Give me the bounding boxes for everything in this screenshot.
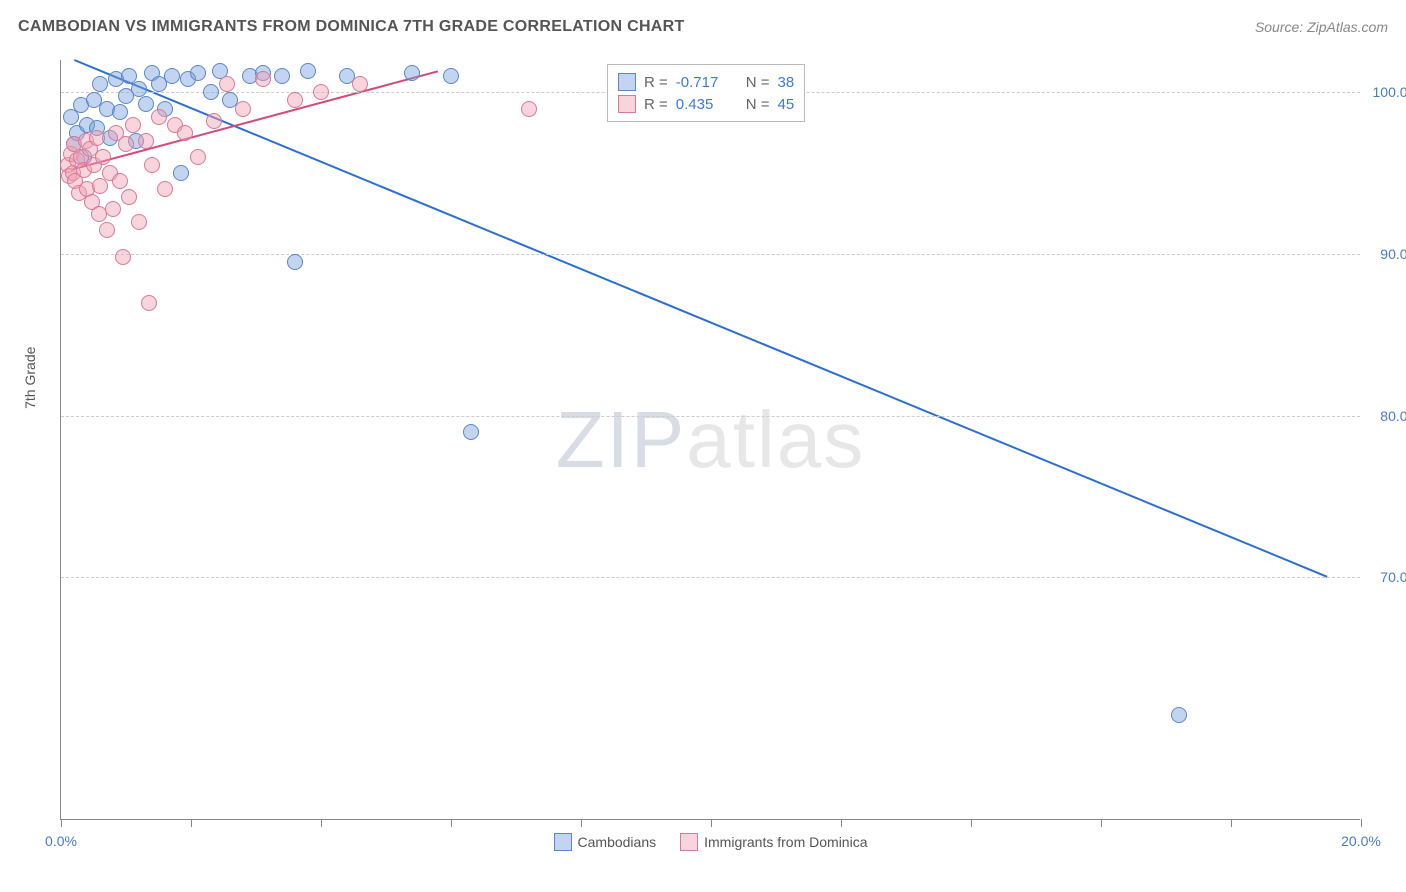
legend-n-label: N = <box>746 74 770 91</box>
legend-r-label: R = <box>644 96 668 113</box>
data-point <box>157 181 173 197</box>
legend-n-value: 38 <box>778 74 795 91</box>
legend-n-value: 45 <box>778 96 795 113</box>
x-tick <box>1101 819 1102 827</box>
legend-row: R = 0.435 N = 45 <box>618 93 794 115</box>
data-point <box>203 84 219 100</box>
x-tick-label: 0.0% <box>45 833 77 849</box>
data-point <box>89 130 105 146</box>
data-point <box>92 76 108 92</box>
y-tick-label: 80.0% <box>1364 408 1406 424</box>
data-point <box>206 113 222 129</box>
trend-lines <box>61 60 1360 819</box>
legend-item: Immigrants from Dominica <box>680 833 867 851</box>
data-point <box>352 76 368 92</box>
correlation-legend: R = -0.717 N = 38 R = 0.435 N = 45 <box>607 64 805 122</box>
y-tick-label: 70.0% <box>1364 569 1406 585</box>
gridline <box>61 577 1360 578</box>
x-tick <box>711 819 712 827</box>
legend-label: Immigrants from Dominica <box>704 834 867 850</box>
data-point <box>463 424 479 440</box>
legend-row: R = -0.717 N = 38 <box>618 71 794 93</box>
data-point <box>121 189 137 205</box>
data-point <box>115 249 131 265</box>
gridline <box>61 254 1360 255</box>
data-point <box>112 173 128 189</box>
data-point <box>443 68 459 84</box>
legend-r-label: R = <box>644 74 668 91</box>
data-point <box>1171 707 1187 723</box>
data-point <box>99 222 115 238</box>
y-tick-label: 90.0% <box>1364 246 1406 262</box>
data-point <box>125 117 141 133</box>
data-point <box>521 101 537 117</box>
data-point <box>95 149 111 165</box>
legend-swatch <box>554 833 572 851</box>
gridline <box>61 416 1360 417</box>
x-tick <box>451 819 452 827</box>
data-point <box>274 68 290 84</box>
data-point <box>255 71 271 87</box>
data-point <box>404 65 420 81</box>
data-point <box>313 84 329 100</box>
data-point <box>287 92 303 108</box>
chart-title: CAMBODIAN VS IMMIGRANTS FROM DOMINICA 7T… <box>18 18 685 36</box>
legend-r-value: -0.717 <box>676 74 730 91</box>
data-point <box>173 165 189 181</box>
data-point <box>164 68 180 84</box>
data-point <box>118 136 134 152</box>
trend-line <box>74 60 1327 577</box>
x-tick <box>61 819 62 827</box>
data-point <box>151 109 167 125</box>
legend-item: Cambodians <box>554 833 657 851</box>
x-tick <box>841 819 842 827</box>
series-legend: Cambodians Immigrants from Dominica <box>554 833 868 851</box>
data-point <box>105 201 121 217</box>
data-point <box>141 295 157 311</box>
data-point <box>138 133 154 149</box>
data-point <box>190 149 206 165</box>
data-point <box>300 63 316 79</box>
legend-n-label: N = <box>746 96 770 113</box>
chart-source: Source: ZipAtlas.com <box>1255 19 1388 35</box>
legend-swatch <box>680 833 698 851</box>
legend-swatch <box>618 95 636 113</box>
data-point <box>144 157 160 173</box>
data-point <box>219 76 235 92</box>
x-tick <box>1231 819 1232 827</box>
data-point <box>235 101 251 117</box>
data-point <box>138 96 154 112</box>
data-point <box>287 254 303 270</box>
data-point <box>177 125 193 141</box>
legend-label: Cambodians <box>578 834 657 850</box>
x-tick-label: 20.0% <box>1341 833 1381 849</box>
chart-header: CAMBODIAN VS IMMIGRANTS FROM DOMINICA 7T… <box>18 18 1388 36</box>
legend-r-value: 0.435 <box>676 96 730 113</box>
y-tick-label: 100.0% <box>1364 84 1406 100</box>
data-point <box>190 65 206 81</box>
y-axis-label: 7th Grade <box>22 347 38 409</box>
x-tick <box>971 819 972 827</box>
x-tick <box>191 819 192 827</box>
x-tick <box>1361 819 1362 827</box>
data-point <box>131 214 147 230</box>
data-point <box>112 104 128 120</box>
legend-swatch <box>618 73 636 91</box>
x-tick <box>581 819 582 827</box>
scatter-chart: ZIPatlas 70.0%80.0%90.0%100.0%0.0%20.0%R… <box>60 60 1360 820</box>
x-tick <box>321 819 322 827</box>
